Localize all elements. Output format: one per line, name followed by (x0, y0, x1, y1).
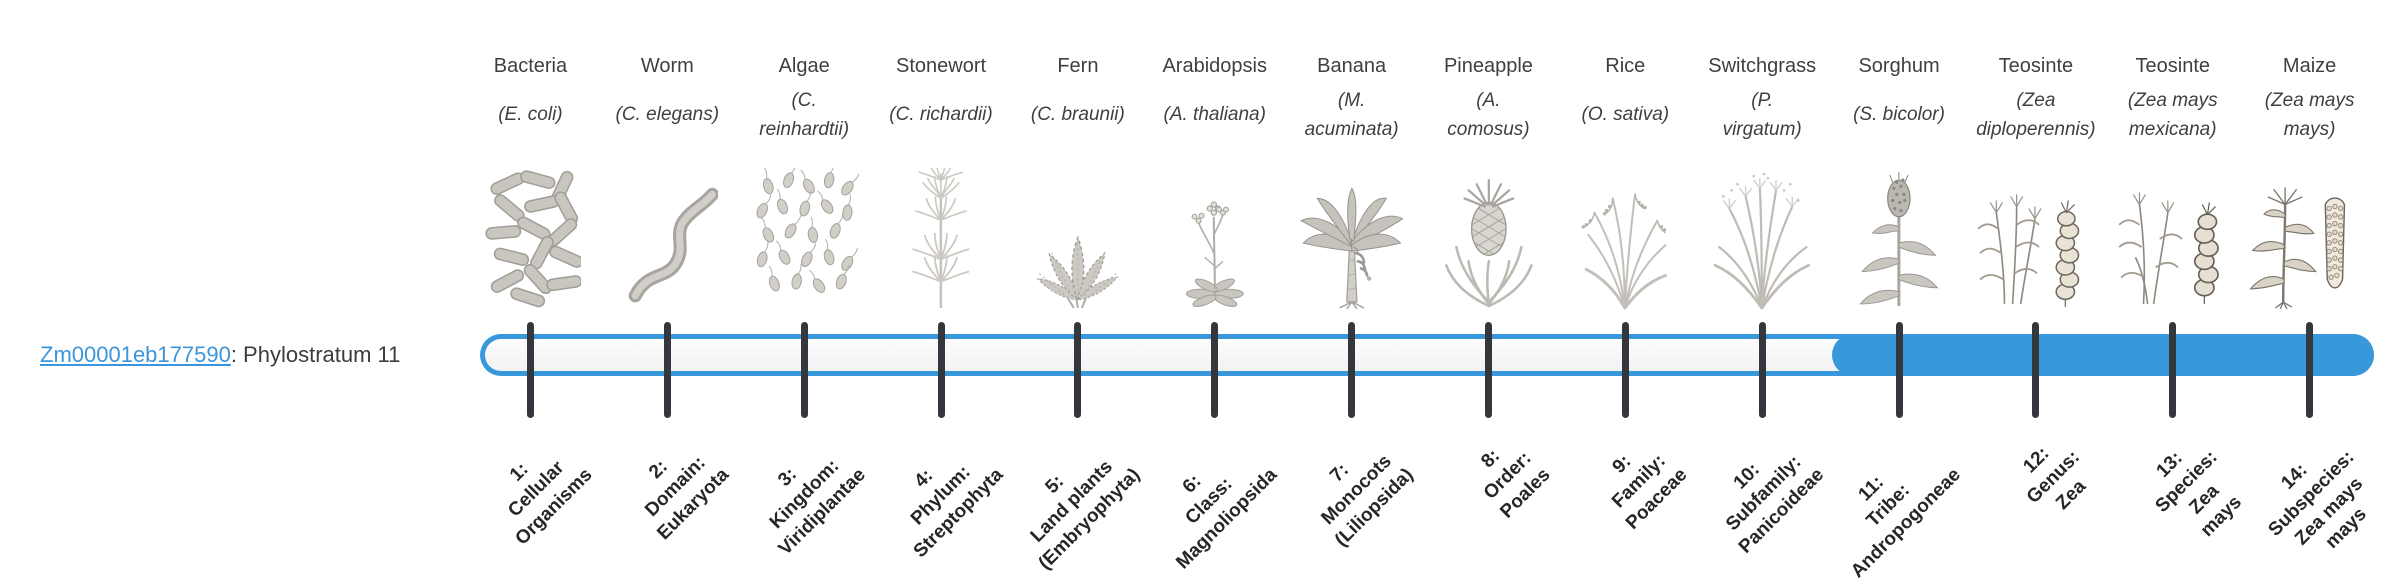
organism-species: (Zea diploperennis) (1976, 89, 2096, 140)
teosinte-diploperennis-icon (1967, 166, 2104, 310)
bar-filled-region (1832, 334, 2374, 376)
organism-name: Teosinte (2135, 55, 2211, 77)
stratum-column: Arabidopsis (A. thaliana) (1146, 0, 1283, 580)
stratum-column: Teosinte (Zea mays mexicana) 13: Species… (2104, 0, 2245, 580)
stratum-label: 7: Monocots (Liliopsida) (1317, 451, 1418, 551)
stratum-label: 4: Phylum: Streptophyta (906, 461, 1007, 562)
stratum-label: 11: Tribe: Andropogoneae (1847, 464, 1965, 582)
worm-icon (599, 166, 736, 310)
stratum-column: Stonewort (C. richardii) 4: Phylum: Stre… (873, 0, 1010, 580)
timeline-tick (2032, 322, 2040, 418)
organism-species: (C. elegans) (615, 104, 720, 126)
timeline-tick (1758, 322, 1766, 418)
organism-name: Algae (778, 55, 830, 77)
timeline-tick (526, 322, 534, 418)
gene-link[interactable]: Zm00001eb177590 (40, 342, 231, 367)
timeline-tick (2306, 322, 2314, 418)
stratum-label: 9: Family: Poaceae (1608, 450, 1692, 534)
timeline-tick (2169, 322, 2177, 418)
stratum-label: 3: Kingdom: Viridiplantae (766, 455, 871, 560)
stratum-column: Switchgrass (P. virgatum) 10: Subfamily:… (1694, 0, 1831, 580)
timeline-tick (1348, 322, 1356, 418)
stratum-column: Fern (C. braunii) 5: Land plants (Embryo… (1009, 0, 1146, 580)
organism-species: (S. bicolor) (1853, 104, 1945, 126)
timeline-tick (800, 322, 808, 418)
timeline-tick (1895, 322, 1903, 418)
organism-species: (C. braunii) (1030, 104, 1125, 126)
bacteria-icon (462, 166, 599, 310)
organism-species: (C. richardii) (889, 104, 993, 126)
fern-icon (1009, 166, 1146, 310)
arabidopsis-icon (1146, 166, 1283, 310)
organism-species: (P. virgatum) (1722, 89, 1802, 140)
organism-name: Bacteria (493, 55, 568, 77)
phylostratum-bar (480, 334, 2374, 376)
timeline-tick (1074, 322, 1082, 418)
organism-species: (O. sativa) (1581, 104, 1670, 126)
stratum-label: 1: Cellular Organisms (504, 457, 597, 550)
organism-name: Arabidopsis (1162, 55, 1267, 77)
stratum-label: 14: Subspecies: Zea mays mays (2264, 446, 2371, 553)
organism-name: Maize (2282, 55, 2337, 77)
banana-icon (1283, 166, 1420, 310)
stonewort-icon (873, 166, 1010, 310)
organism-name: Pineapple (1443, 55, 1533, 77)
organism-name: Fern (1057, 55, 1099, 77)
stratum-label: 13: Species: Zea mays (2151, 446, 2246, 541)
stratum-label: 5: Land plants (Embryophyta) (1026, 456, 1144, 574)
strata-row: Bacteria (E. coli) 1: Cellular Organisms… (462, 0, 2378, 582)
gene-phylostratum-text: : Phylostratum 11 (230, 342, 401, 367)
organism-species: (M. acuminata) (1304, 89, 1399, 140)
stratum-column: Algae (C. reinhardtii) (736, 0, 873, 580)
organism-name: Rice (1605, 55, 1646, 77)
timeline-tick (663, 322, 671, 418)
stratum-label: 10: Subfamily: Panicoideae (1722, 451, 1829, 558)
sorghum-icon (1831, 166, 1968, 310)
organism-name: Banana (1317, 55, 1387, 77)
organism-name: Teosinte (1998, 55, 2074, 77)
organism-species: (A. thaliana) (1163, 104, 1266, 126)
stratum-column: Teosinte (Zea diploperennis) 12: Genus: … (1967, 0, 2104, 580)
algae-icon (736, 166, 873, 310)
stratum-column: Bacteria (E. coli) 1: Cellular Organisms (462, 0, 599, 580)
stratum-label: 6: Class: Magnoliopsida (1171, 464, 1281, 573)
stratum-column: Banana (M. acuminata) 7: Monocots (Lilio… (1283, 0, 1420, 580)
switchgrass-icon (1694, 166, 1831, 310)
organism-name: Sorghum (1858, 55, 1940, 77)
organism-name: Stonewort (895, 55, 987, 77)
stratum-label: 8: Order: Poales (1477, 445, 1555, 523)
rice-icon (1557, 166, 1694, 310)
organism-species: (Zea mays mays) (2264, 89, 2355, 140)
stratum-label: 2: Domain: Eukaryota (641, 452, 734, 544)
maize-icon (2241, 166, 2378, 310)
stratum-column: Worm (C. elegans) 2: Domain: Eukaryota (599, 0, 736, 580)
timeline-tick (1211, 322, 1219, 418)
stratum-column: Pineapple (A. comosus) 8: Order: Poales (1420, 0, 1557, 580)
stratum-column: Rice (O. sativa) 9: Family: Poaceae (1557, 0, 1694, 580)
stratum-label: 12: Genus: Zea (2019, 443, 2091, 514)
stratum-column: Sorghum (S. bicolor) 11: Tribe: Andropog… (1831, 0, 1968, 582)
timeline-tick (1484, 322, 1492, 418)
organism-species: (C. reinhardtii) (759, 89, 850, 140)
teosinte-mexicana-icon (2104, 166, 2241, 310)
timeline-tick (937, 322, 945, 418)
stratum-column: Maize (Zea mays mays) (2241, 0, 2378, 580)
organism-species: (E. coli) (498, 104, 563, 126)
gene-label: Zm00001eb177590: Phylostratum 11 (40, 342, 400, 368)
organism-name: Switchgrass (1708, 55, 1817, 77)
organism-name: Worm (640, 55, 694, 77)
timeline-tick (1621, 322, 1629, 418)
pineapple-icon (1420, 166, 1557, 310)
organism-species: (Zea mays mexicana) (2127, 89, 2218, 140)
organism-species: (A. comosus) (1447, 89, 1530, 140)
